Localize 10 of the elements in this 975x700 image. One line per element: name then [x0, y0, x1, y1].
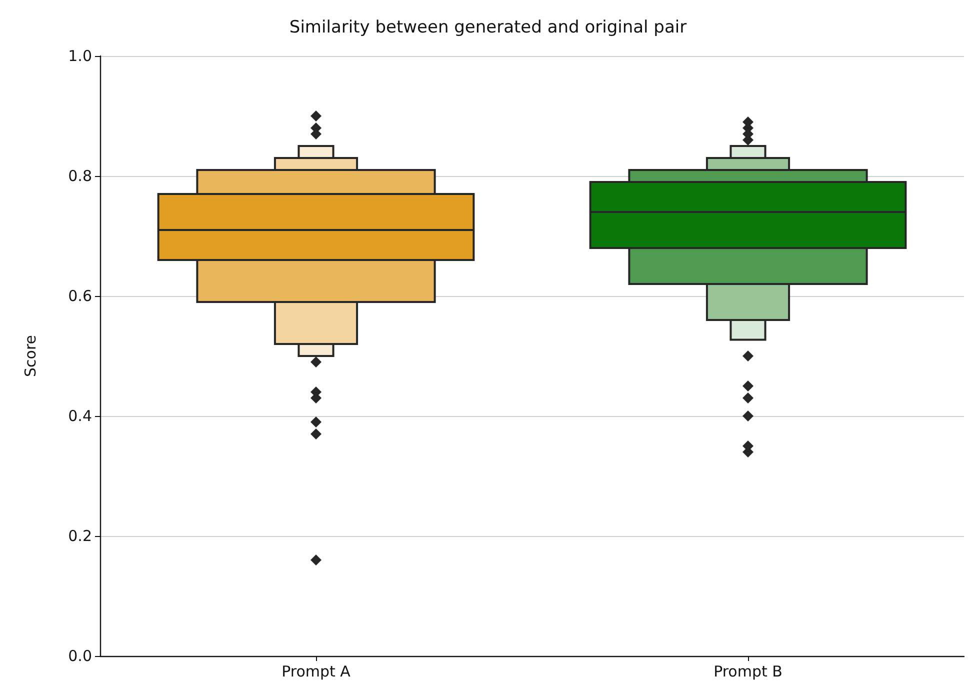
y-tick-label: 0.2 [68, 527, 92, 545]
x-tick-label: Prompt A [282, 662, 352, 680]
y-axis-title: Score [22, 334, 40, 378]
y-tick-label: 0.4 [68, 407, 92, 425]
x-tick-label: Prompt B [714, 662, 782, 680]
y-tick-label: 0.0 [68, 647, 92, 665]
y-tick-label: 0.8 [68, 167, 92, 185]
y-tick-label: 1.0 [68, 47, 92, 65]
y-tick-label: 0.6 [68, 287, 92, 305]
chart-title: Similarity between generated and original pair [289, 18, 687, 38]
